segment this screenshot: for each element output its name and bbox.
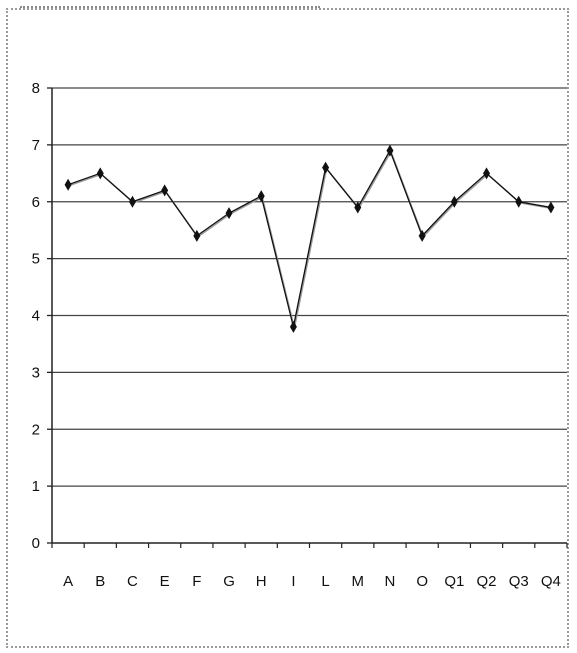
x-tick-label-G: G xyxy=(223,573,235,590)
series-line-0 xyxy=(67,149,552,328)
y-tick-label-8: 8 xyxy=(32,80,40,97)
data-point-Q4 xyxy=(547,201,555,214)
data-point-C xyxy=(128,195,136,208)
x-tick-label-C: C xyxy=(127,573,138,590)
y-tick-labels: 0 1 2 3 4 5 6 7 8 xyxy=(32,80,40,552)
series-shadow-0 xyxy=(68,149,553,329)
data-point-G xyxy=(225,207,233,220)
data-point-A xyxy=(64,178,72,191)
data-point-L xyxy=(322,161,330,174)
top-dotted-line xyxy=(20,0,320,8)
data-point-F xyxy=(193,229,201,242)
series-layer xyxy=(64,144,555,333)
data-point-O xyxy=(418,229,426,242)
data-point-M xyxy=(354,201,362,214)
data-point-B xyxy=(96,167,104,180)
x-tick-label-Q2: Q2 xyxy=(477,573,497,590)
x-tick-labels: A B C E F G H I L M N O Q1 Q2 Q3 Q4 xyxy=(63,573,561,590)
chart-frame xyxy=(6,8,569,648)
x-tick-label-Q3: Q3 xyxy=(509,573,529,590)
axes xyxy=(47,87,568,548)
x-tick-label-E: E xyxy=(160,573,170,590)
x-tick-label-O: O xyxy=(416,573,428,590)
y-tick-label-1: 1 xyxy=(32,478,40,495)
data-point-Q3 xyxy=(515,195,523,208)
gridlines xyxy=(52,87,567,487)
data-point-I xyxy=(289,320,297,333)
x-tick-label-I: I xyxy=(291,573,295,590)
y-tick-label-6: 6 xyxy=(32,194,40,211)
x-tick-label-Q4: Q4 xyxy=(541,573,561,590)
data-point-Q1 xyxy=(450,195,458,208)
x-tick-label-L: L xyxy=(321,573,329,590)
x-tick-label-B: B xyxy=(95,573,105,590)
x-tick-label-N: N xyxy=(385,573,396,590)
y-tick-label-5: 5 xyxy=(32,251,40,268)
data-point-N xyxy=(386,144,394,157)
data-point-E xyxy=(161,184,169,197)
x-tick-label-Q1: Q1 xyxy=(444,573,464,590)
x-tick-label-H: H xyxy=(256,573,267,590)
y-tick-label-0: 0 xyxy=(32,535,40,552)
x-tick-label-M: M xyxy=(352,573,365,590)
data-point-Q2 xyxy=(483,167,491,180)
x-tick-label-A: A xyxy=(63,573,73,590)
data-point-H xyxy=(257,190,265,203)
y-tick-label-7: 7 xyxy=(32,137,40,154)
x-tick-label-F: F xyxy=(192,573,201,590)
y-tick-label-4: 4 xyxy=(32,308,40,325)
y-tick-label-3: 3 xyxy=(32,364,40,381)
y-tick-label-2: 2 xyxy=(32,421,40,438)
